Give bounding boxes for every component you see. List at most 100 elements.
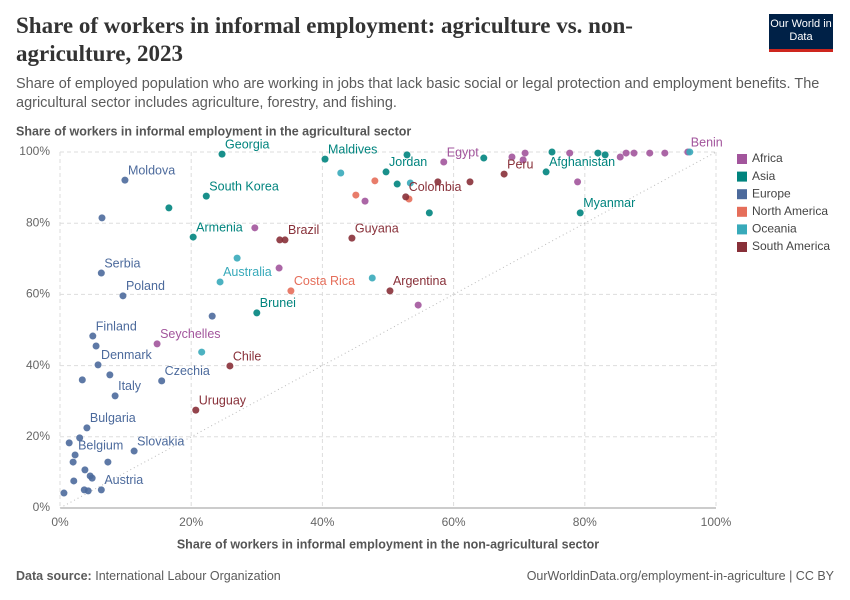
x-tick-label: 100% [701, 515, 732, 529]
point-label: Slovakia [137, 434, 184, 448]
point [94, 361, 102, 369]
point [216, 278, 224, 286]
point [661, 149, 669, 157]
point [521, 149, 529, 157]
point-label: Bulgaria [90, 411, 136, 425]
point [508, 153, 516, 161]
y-tick-label: 0% [33, 500, 51, 514]
point-label: Denmark [101, 348, 152, 362]
point-label: Seychelles [160, 327, 220, 341]
point-label: Brunei [260, 296, 296, 310]
point-label: Costa Rica [294, 274, 355, 288]
point [253, 309, 261, 317]
point [337, 169, 345, 177]
source: Data source: International Labour Organi… [16, 569, 281, 583]
point-label: Poland [126, 279, 165, 293]
legend-label: South America [752, 239, 830, 253]
point [480, 154, 488, 162]
logo[interactable]: Our World in Data [769, 14, 833, 52]
point [198, 348, 206, 356]
point-label: Italy [118, 379, 142, 393]
point-label: Moldova [128, 163, 175, 177]
point [434, 178, 442, 186]
point [165, 204, 173, 212]
point [71, 451, 79, 459]
point-label: Austria [104, 473, 143, 487]
point [218, 150, 226, 158]
point [192, 406, 200, 414]
point [371, 177, 379, 185]
x-tick-label: 40% [310, 515, 334, 529]
point [601, 151, 609, 159]
point [425, 209, 433, 217]
point-label: Brazil [288, 223, 319, 237]
point [119, 292, 127, 300]
point [352, 191, 360, 199]
point [251, 224, 259, 232]
y-tick-label: 20% [26, 429, 50, 443]
x-tick-label: 80% [573, 515, 597, 529]
x-tick-label: 20% [179, 515, 203, 529]
point [361, 197, 369, 205]
point [60, 489, 68, 497]
point [281, 236, 289, 244]
point [440, 158, 448, 166]
point [594, 149, 602, 157]
point [402, 193, 410, 201]
point [208, 312, 216, 320]
point [368, 274, 376, 282]
point-label: Finland [96, 319, 137, 333]
point [202, 192, 210, 200]
point [189, 233, 197, 241]
point-label: Uruguay [199, 393, 247, 407]
legend-swatch [737, 171, 747, 182]
point [69, 458, 77, 466]
point [78, 376, 86, 384]
point [414, 301, 422, 309]
point [519, 156, 527, 164]
legend-label: Africa [752, 151, 783, 165]
point [500, 170, 508, 178]
point-label: South Korea [209, 179, 279, 193]
point [89, 332, 97, 340]
point [542, 168, 550, 176]
point-label: Egypt [447, 145, 479, 159]
point-label: Serbia [104, 256, 140, 270]
point-label: Afghanistan [549, 155, 615, 169]
source-name: International Labour Organization [95, 569, 281, 583]
point-label: Guyana [355, 221, 399, 235]
point [97, 269, 105, 277]
y-tick-label: 40% [26, 358, 50, 372]
point [76, 434, 84, 442]
point [321, 155, 329, 163]
legend-label: Oceania [752, 222, 797, 236]
point [65, 439, 73, 447]
legend-swatch [737, 189, 747, 200]
point [466, 178, 474, 186]
legend-label: Europe [752, 186, 791, 200]
point-label: Armenia [196, 220, 243, 234]
x-tick-label: 0% [51, 515, 69, 529]
point [106, 371, 114, 379]
point [382, 168, 390, 176]
point-label: Peru [507, 157, 533, 171]
y-tick-label: 80% [26, 215, 50, 229]
point [686, 148, 694, 156]
legend-label: Asia [752, 169, 776, 183]
point-label: Myanmar [583, 196, 635, 210]
point [406, 179, 414, 187]
point [158, 377, 166, 385]
point [548, 148, 556, 156]
point-label: Colombia [409, 180, 462, 194]
point-label: Jordan [389, 155, 427, 169]
y-axis-label: Share of workers in informal employment … [16, 124, 411, 138]
point [403, 151, 411, 159]
point-label: Benin [691, 135, 723, 149]
point [88, 474, 96, 482]
chart-title: Share of workers in informal employment:… [16, 13, 633, 66]
diagonal [59, 151, 717, 509]
url[interactable]: OurWorldinData.org/employment-in-agricul… [526, 569, 834, 583]
point [104, 458, 112, 466]
